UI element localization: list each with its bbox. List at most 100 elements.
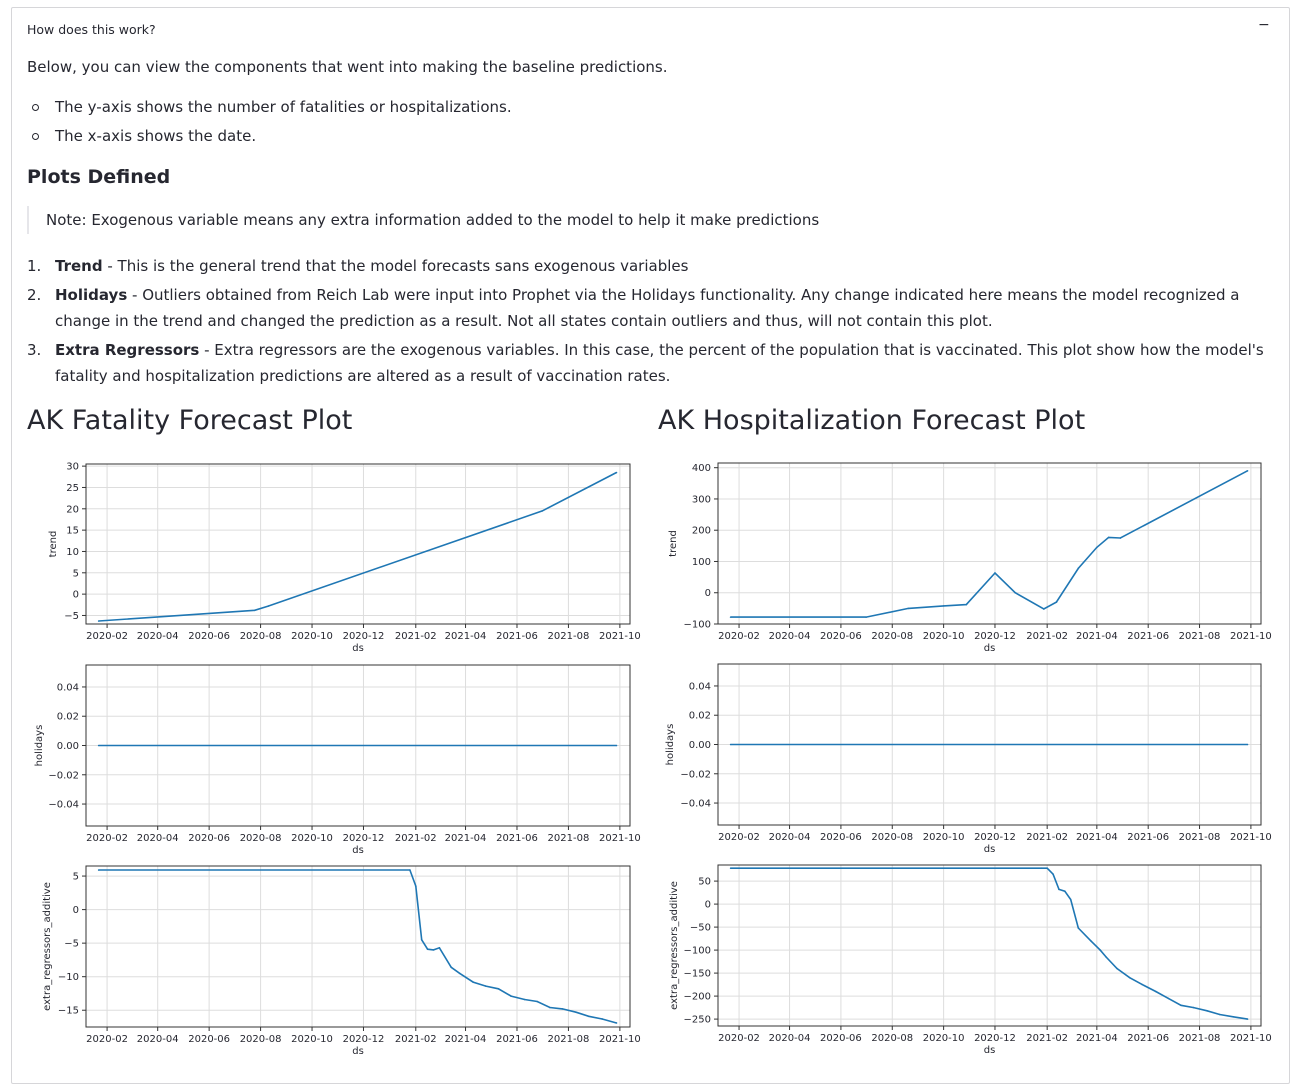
y-axis-label: trend xyxy=(48,531,59,558)
x-tick-label: 2021-10 xyxy=(599,631,641,642)
data-point xyxy=(994,572,996,574)
x-tick-label: 2021-10 xyxy=(599,1034,641,1045)
x-tick-label: 2020-06 xyxy=(188,1034,230,1045)
x-tick-label: 2020-10 xyxy=(291,631,333,642)
y-tick-label: 0 xyxy=(73,590,79,601)
x-tick-label: 2021-10 xyxy=(1230,1033,1272,1044)
list-number: 1. xyxy=(27,257,42,275)
x-tick-label: 2020-08 xyxy=(871,1033,913,1044)
data-point xyxy=(1128,976,1131,979)
data-point xyxy=(1014,591,1016,594)
data-point xyxy=(1077,567,1080,570)
x-tick-label: 2020-02 xyxy=(86,1034,128,1045)
y-tick-label: 5 xyxy=(73,872,79,883)
data-point xyxy=(1116,967,1118,970)
x-tick-label: 2020-04 xyxy=(769,1033,811,1044)
x-tick-label: 2021-08 xyxy=(1179,832,1221,843)
y-tick-label: −250 xyxy=(684,1015,711,1026)
list-item: 2. Holidays - Outliers obtained from Reic… xyxy=(27,282,1277,334)
x-tick-label: 2020-12 xyxy=(343,631,385,642)
data-point xyxy=(510,995,512,997)
x-axis-label: ds xyxy=(352,643,364,654)
intro-text: Below, you can view the components that … xyxy=(27,58,668,76)
list-item: The y-axis shows the number of fatalitie… xyxy=(27,98,512,127)
x-tick-label: 2020-04 xyxy=(137,631,179,642)
data-point xyxy=(615,744,618,747)
data-point xyxy=(1154,990,1157,993)
plot-frame xyxy=(717,864,1262,1027)
data-point xyxy=(942,605,945,607)
x-tick-label: 2020-04 xyxy=(769,631,811,642)
list-item: The x-axis shows the date. xyxy=(27,127,512,156)
x-tick-label: 2020-08 xyxy=(871,832,913,843)
collapse-icon[interactable]: − xyxy=(1258,17,1270,33)
x-tick-label: 2020-06 xyxy=(188,631,230,642)
x-tick-label: 2021-04 xyxy=(1076,631,1118,642)
x-tick-label: 2020-10 xyxy=(923,832,965,843)
expander-title[interactable]: How does this work? xyxy=(27,22,156,37)
y-tick-label: 0.02 xyxy=(57,712,79,723)
x-tick-label: 2020-06 xyxy=(188,833,230,844)
y-tick-label: 0.02 xyxy=(689,711,711,722)
bullet-list: The y-axis shows the number of fatalitie… xyxy=(27,98,512,156)
x-tick-label: 2020-12 xyxy=(974,832,1016,843)
data-point xyxy=(1246,1018,1249,1020)
data-point xyxy=(549,1006,551,1009)
plots-defined-heading: Plots Defined xyxy=(27,166,171,188)
y-tick-label: −100 xyxy=(684,946,711,957)
data-point xyxy=(1119,537,1122,539)
y-tick-label: 100 xyxy=(692,557,711,568)
data-point xyxy=(907,607,910,610)
y-tick-label: 0 xyxy=(705,900,711,911)
hospitalization-plot-title: AK Hospitalization Forecast Plot xyxy=(658,405,1086,436)
y-tick-label: 0.04 xyxy=(689,681,711,692)
x-tick-label: 2021-06 xyxy=(496,833,538,844)
y-axis-label: extra_regressors_additive xyxy=(42,882,53,1011)
y-axis-label: holidays xyxy=(665,724,676,766)
x-axis-label: ds xyxy=(352,1046,364,1057)
x-tick-label: 2020-06 xyxy=(820,1033,862,1044)
y-tick-label: 0.00 xyxy=(57,741,79,752)
data-point xyxy=(472,981,474,983)
y-tick-label: 30 xyxy=(66,462,79,473)
y-tick-label: −0.02 xyxy=(48,770,79,781)
data-point xyxy=(267,605,269,607)
plot-frame xyxy=(85,463,631,625)
definition-term: Holidays xyxy=(55,286,128,304)
data-point xyxy=(1043,608,1045,610)
x-tick-label: 2020-02 xyxy=(718,832,760,843)
y-tick-label: 10 xyxy=(66,547,79,558)
data-point xyxy=(1055,601,1058,603)
y-tick-label: 0 xyxy=(705,588,711,599)
data-point xyxy=(865,616,867,618)
x-axis-label: ds xyxy=(352,845,364,856)
series-line xyxy=(730,867,1248,1020)
plot-frame xyxy=(85,664,631,827)
x-tick-label: 2020-10 xyxy=(291,833,333,844)
data-point xyxy=(420,938,423,941)
y-tick-label: −5 xyxy=(64,611,79,622)
definition-term: Extra Regressors xyxy=(55,341,200,359)
x-tick-label: 2021-04 xyxy=(445,833,487,844)
x-tick-label: 2020-06 xyxy=(820,631,862,642)
list-item: 1. Trend - This is the general trend that… xyxy=(27,253,1277,279)
bullet-icon xyxy=(32,133,39,140)
bullet-icon xyxy=(32,104,39,111)
plot-frame xyxy=(717,663,1262,826)
data-point xyxy=(458,972,461,975)
fatality-plot-title: AK Fatality Forecast Plot xyxy=(27,405,353,436)
y-tick-label: −15 xyxy=(58,1006,79,1017)
x-tick-label: 2020-10 xyxy=(291,1034,333,1045)
definition-text: - Extra regressors are the exogenous var… xyxy=(55,341,1264,385)
data-point xyxy=(601,1018,603,1020)
x-tick-label: 2021-10 xyxy=(1230,832,1272,843)
data-point xyxy=(1246,470,1249,472)
x-tick-label: 2021-08 xyxy=(548,1034,590,1045)
data-point xyxy=(1141,983,1144,986)
x-tick-label: 2021-06 xyxy=(1127,1033,1169,1044)
x-tick-label: 2020-08 xyxy=(871,631,913,642)
list-item: 3. Extra Regressors - Extra regressors ar… xyxy=(27,337,1277,389)
data-point xyxy=(409,869,411,871)
series-line xyxy=(98,869,617,1024)
x-tick-label: 2021-02 xyxy=(395,1034,437,1045)
